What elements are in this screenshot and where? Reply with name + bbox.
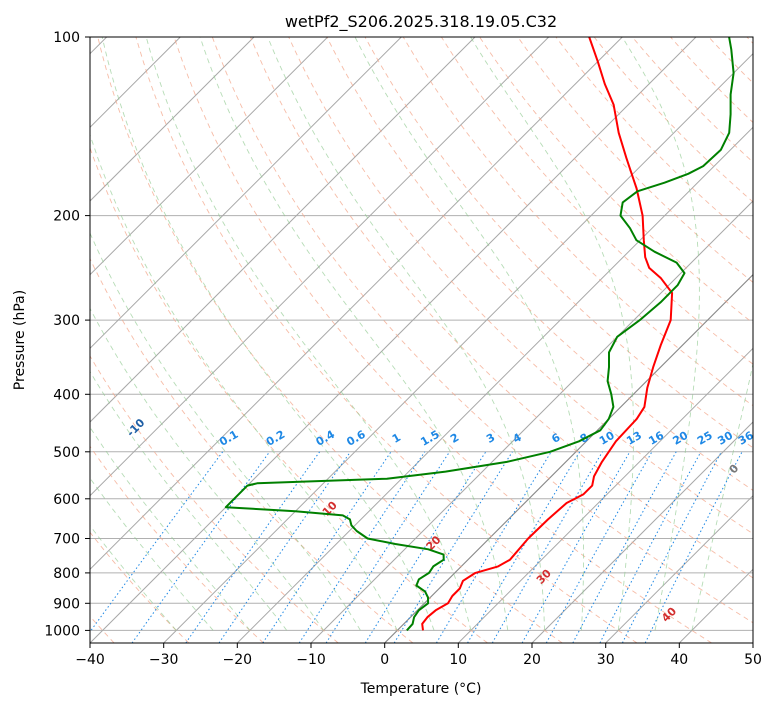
x-tick-label: 0 [380, 652, 389, 668]
mixing-ratio-line [393, 451, 513, 643]
mixing-ratio-line [131, 451, 271, 643]
mixing-ratio-line [572, 451, 677, 643]
x-tick-label: −30 [149, 652, 179, 668]
moist-adiabat-line [90, 477, 214, 631]
isotherm-line [90, 37, 329, 276]
dry-adiabat-line [211, 37, 753, 624]
dry-adiabat-line [402, 37, 753, 407]
moist-adiabat-line [101, 37, 435, 631]
mixing-ratio-line [364, 451, 487, 643]
mixing-ratio-line [218, 451, 351, 643]
y-tick-label: 500 [53, 445, 80, 461]
x-tick-label: 10 [449, 652, 467, 668]
mixing-ratio-line [521, 451, 631, 643]
isotherm-line [90, 37, 255, 202]
mixing-ratio-line [185, 451, 321, 643]
isotherm-line [457, 347, 753, 643]
isotherm-line [90, 37, 697, 643]
dry-adiabat-line [135, 37, 638, 643]
dry-adiabat-line [441, 37, 753, 365]
mixing-ratio-line [545, 451, 653, 643]
dry-adiabat-line [517, 37, 753, 283]
x-axis-label: Temperature (°C) [360, 681, 482, 697]
moist-adiabat-line [621, 37, 700, 631]
x-tick-label: −20 [223, 652, 253, 668]
mixing-ratio-line [325, 451, 451, 643]
dry-adiabat-line [97, 37, 563, 643]
x-tick-label: −40 [75, 652, 105, 668]
isotherm-line [90, 37, 550, 497]
moist-adiabat-line [90, 426, 251, 631]
dry-adiabat-line [555, 37, 753, 243]
dry-adiabat-line [288, 37, 753, 535]
y-tick-label: 700 [53, 532, 80, 548]
y-tick-label: 300 [53, 313, 80, 329]
plot-frame [89, 36, 754, 644]
y-tick-label: 600 [53, 492, 80, 508]
mixing-ratio-line [435, 451, 552, 643]
isotherm-line [310, 200, 753, 643]
moist-adiabat-line [199, 37, 509, 631]
dewpoint-profile-line [224, 37, 735, 632]
moist-adiabat-line [90, 231, 361, 631]
y-tick-label: 900 [53, 596, 80, 612]
isotherm-line [163, 52, 753, 643]
chart-title: wetPf2_S206.2025.318.19.05.C32 [285, 12, 557, 32]
isotherm-line [90, 37, 402, 350]
dry-adiabat-line [90, 355, 339, 643]
isotherm-line [531, 421, 753, 643]
dry-adiabat-line [250, 37, 753, 579]
x-tick-label: 20 [523, 652, 541, 668]
mixing-ratio-label: 36 [736, 429, 756, 448]
x-tick-label: −10 [296, 652, 326, 668]
moist-adiabat-line [267, 37, 546, 631]
zero-isotherm-line [384, 273, 753, 643]
isotherm-line [90, 37, 476, 423]
moist-adiabat-line [90, 370, 288, 631]
y-tick-label: 200 [53, 209, 80, 225]
dry-adiabat-line [479, 37, 753, 324]
y-axis-label: Pressure (hPa) [12, 290, 28, 390]
isotherm-line [236, 126, 753, 643]
dry-adiabat-line [90, 531, 190, 643]
y-tick-label: 800 [53, 566, 80, 582]
x-tick-label: 40 [670, 652, 688, 668]
x-tick-label: 50 [744, 652, 762, 668]
dry-adiabat-line [326, 37, 753, 491]
y-tick-label: 1000 [44, 623, 80, 639]
mixing-ratio-line [467, 451, 581, 643]
isotherm-line [90, 37, 623, 571]
temperature-profile-line [421, 37, 674, 631]
moist-adiabat-line [354, 37, 584, 631]
axes: −40 −30 −20 −10 0 10 20 30 40 50 100 200 300 400 500 60… [44, 30, 762, 668]
isotherm-line [605, 494, 753, 643]
y-tick-label: 100 [53, 30, 80, 46]
x-tick-label: 30 [597, 652, 615, 668]
dry-adiabat-line [593, 37, 753, 203]
y-tick-label: 400 [53, 387, 80, 403]
moist-adiabat-line [90, 133, 398, 631]
moist-adiabat-line [90, 524, 177, 631]
moist-adiabat-line [470, 37, 634, 631]
mixing-ratio-line [491, 451, 603, 643]
